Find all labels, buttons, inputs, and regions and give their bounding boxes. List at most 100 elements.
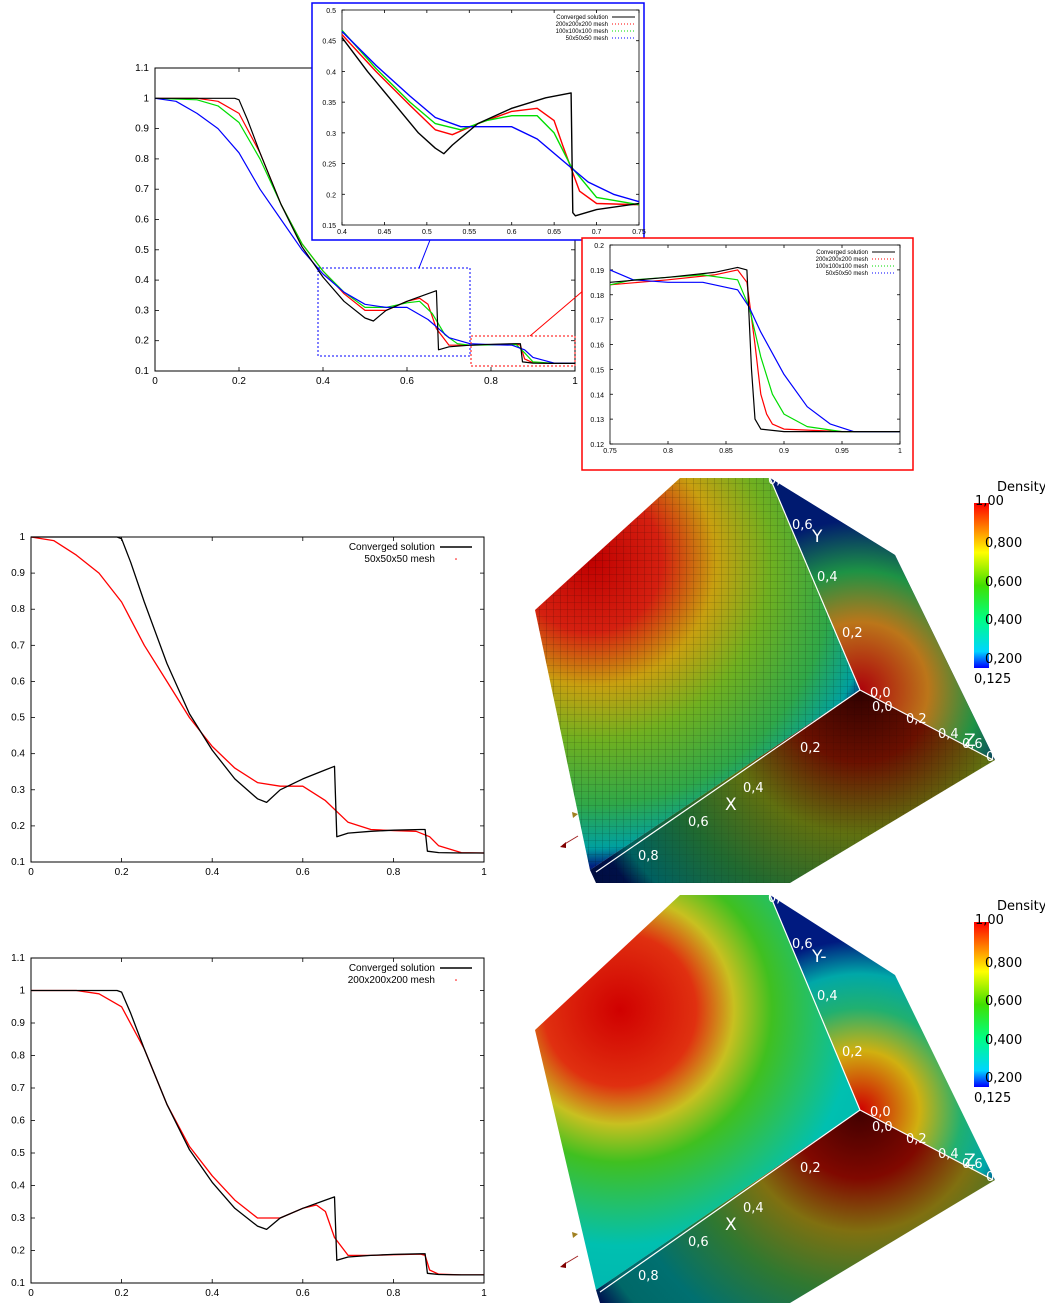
- y-axis-line: [769, 894, 861, 1111]
- y-tick-label: 0.2: [326, 192, 336, 199]
- legend-label: 100x100x100 mesh: [816, 264, 868, 270]
- x-tick-label: 0: [28, 1288, 34, 1299]
- z-tick-label: 0,: [986, 1170, 998, 1185]
- colorbar-min-label: 0,125: [974, 672, 1011, 687]
- bottom-ticks: 0 0.2 0.4 0.6 0.8 1 0.1 0.2 0.3 0.4 0.5 0.6 0.7 0.8 0.…: [11, 953, 487, 1299]
- y-tick-label: 0.13: [590, 417, 604, 424]
- x-tick-label: 0,8: [638, 849, 659, 864]
- mid-series: [30, 536, 485, 854]
- x-tick-label: 0.2: [115, 1288, 129, 1299]
- legend-label: 50x50x50 mesh: [826, 271, 868, 277]
- y-tick-label: 0,6: [792, 937, 813, 952]
- mid-ticks: 0 0.2 0.4 0.6 0.8 1 0.1 0.2 0.3 0.4 0.5 0.6 0.7 0.8 0.…: [11, 532, 487, 878]
- comparison-chart-50: 0 0.2 0.4 0.6 0.8 1 0.1 0.2 0.3 0.4 0.5 0.6 0.7 0.8 0.…: [11, 532, 487, 878]
- series-line-mesh200: [31, 989, 484, 1276]
- z-axis-line: [859, 689, 994, 761]
- series-line-mesh200: [341, 34, 640, 206]
- zoom-inset-2-series: [609, 266, 900, 433]
- density-cube-mesh: 0,8 0,6 Y 0,4 0,2 0,0 0,0 0,2 0,4 Z 0,6 …: [535, 473, 1045, 883]
- y-tick-label: 0.18: [590, 293, 604, 300]
- colorbar: Density 1,00 0,800 0,600 0,400 0,200 0,1…: [974, 480, 1045, 687]
- orientation-arrowhead: [560, 1262, 566, 1268]
- x-tick-label: 0.8: [386, 867, 400, 878]
- colorbar: Density 1,00 0,800 0,600 0,400 0,200 0,1…: [974, 899, 1045, 1106]
- x-tick-label: 0.65: [547, 229, 561, 236]
- x-tick-label: 0: [28, 867, 34, 878]
- colorbar-label: 0,400: [985, 613, 1022, 628]
- y-tick-label: 1.1: [135, 63, 149, 74]
- x-tick-label: 0.45: [378, 229, 392, 236]
- y-tick-label: 1: [19, 986, 25, 997]
- y-tick-label: 0,4: [817, 570, 838, 585]
- x-tick-label: 0.2: [232, 376, 246, 387]
- y-tick-label: 0.5: [11, 1148, 25, 1159]
- bottom-series: [31, 989, 484, 1276]
- x-tick-label: 0.9: [779, 448, 789, 455]
- z-tick-label: 0,4: [938, 1147, 959, 1162]
- orientation-arrowhead: [560, 842, 566, 848]
- x-tick-label: 0,4: [743, 1201, 764, 1216]
- y-tick-label: 0.4: [11, 749, 25, 760]
- y-tick-label: 0.8: [11, 604, 25, 615]
- colorbar-max-label: 1,00: [975, 494, 1004, 509]
- x-axis-title: X: [725, 1215, 737, 1235]
- legend-label: 200x200x200 mesh: [348, 975, 435, 986]
- y-tick-label: 0.16: [590, 343, 604, 350]
- y-tick-label: 0.5: [326, 8, 336, 15]
- series-line-mesh50: [154, 97, 576, 364]
- y-tick-label: 1.1: [11, 953, 25, 964]
- colorbar-label: 0,800: [985, 536, 1022, 551]
- y-tick-label: 0.4: [326, 69, 336, 76]
- y-tick-label: 0.8: [135, 154, 149, 165]
- x-tick-label: 0.75: [603, 448, 617, 455]
- legend-swatch-50: [455, 558, 457, 560]
- x-tick-label: 0,6: [688, 1235, 709, 1250]
- y-tick-label: 0.6: [135, 215, 149, 226]
- mid-plot-frame: [30, 536, 485, 863]
- legend-label: 50x50x50 mesh: [364, 554, 435, 565]
- orientation-marker: [572, 812, 578, 818]
- x-tick-label: 0.95: [835, 448, 849, 455]
- y-tick-label: 0.14: [590, 392, 604, 399]
- density-cube-smooth: 0,8 0,6 Y- 0,4 0,2 0,0 0,0 0,2 0,4 Z 0,6…: [535, 891, 1045, 1303]
- zoom-inset-1: 0.4 0.45 0.5 0.55 0.6 0.65 0.7 0.75 0.15 0.2 0.25 0…: [311, 2, 646, 241]
- z-tick-label: 0,2: [906, 1132, 927, 1147]
- colorbar-gradient: [974, 503, 989, 668]
- x-tick-label: 0,8: [638, 1269, 659, 1284]
- legend-label: Converged solution: [556, 15, 608, 21]
- colorbar-label: 0,600: [985, 994, 1022, 1009]
- colorbar-gradient: [974, 922, 989, 1087]
- colorbar-label: 0,600: [985, 575, 1022, 590]
- x-tick-label: 0.4: [316, 376, 330, 387]
- y-tick-label: 0.2: [11, 821, 25, 832]
- y-tick-label: 0.2: [594, 243, 604, 250]
- z-axis-title: Z: [964, 1151, 976, 1171]
- zoom-connector-1: [418, 239, 431, 269]
- mid-legend: Converged solution 50x50x50 mesh: [349, 542, 472, 565]
- y-tick-label: 0.5: [135, 245, 149, 256]
- y-tick-label: 0,6: [792, 518, 813, 533]
- y-tick-label: 0.12: [590, 442, 604, 449]
- zoom-inset-1-border: [311, 2, 645, 241]
- z-tick-label: 0,2: [906, 712, 927, 727]
- x-tick-label: 0,2: [800, 1161, 821, 1176]
- y-tick-label: 0.7: [135, 184, 149, 195]
- x-tick-label: 0,4: [743, 781, 764, 796]
- y-axis-line: [769, 477, 861, 691]
- series-line-mesh50: [341, 31, 640, 203]
- colorbar-min-label: 0,125: [974, 1091, 1011, 1106]
- legend-label: Converged solution: [349, 963, 435, 974]
- x-tick-label: 1: [481, 867, 487, 878]
- y-tick-label: 1: [143, 93, 149, 104]
- x-tick-label: 1: [572, 376, 578, 387]
- y-tick-label: 0.15: [322, 223, 336, 230]
- cube-right-face-field: [770, 478, 995, 760]
- y-tick-label: 0.1: [11, 857, 25, 868]
- x-tick-label: 0.55: [462, 229, 476, 236]
- z-axis-title: Z: [964, 731, 976, 751]
- comparison-chart-200: 0 0.2 0.4 0.6 0.8 1 0.1 0.2 0.3 0.4 0.5 0.6 0.7 0.8 0.…: [11, 953, 487, 1299]
- zoom-inset-1-plot-frame: [341, 9, 640, 226]
- z-tick-label: 0,0: [872, 700, 893, 715]
- colorbar-label: 0,200: [985, 1071, 1022, 1086]
- x-tick-label: 0.6: [296, 1288, 310, 1299]
